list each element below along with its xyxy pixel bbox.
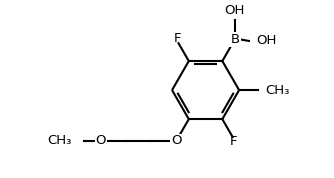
Text: O: O (171, 134, 181, 147)
Text: F: F (230, 135, 237, 148)
Text: CH₃: CH₃ (47, 134, 71, 147)
Text: CH₃: CH₃ (266, 84, 290, 97)
Text: OH: OH (256, 35, 277, 48)
Text: O: O (96, 134, 106, 147)
Text: F: F (174, 32, 181, 45)
Text: OH: OH (225, 4, 245, 17)
Text: B: B (230, 33, 239, 46)
